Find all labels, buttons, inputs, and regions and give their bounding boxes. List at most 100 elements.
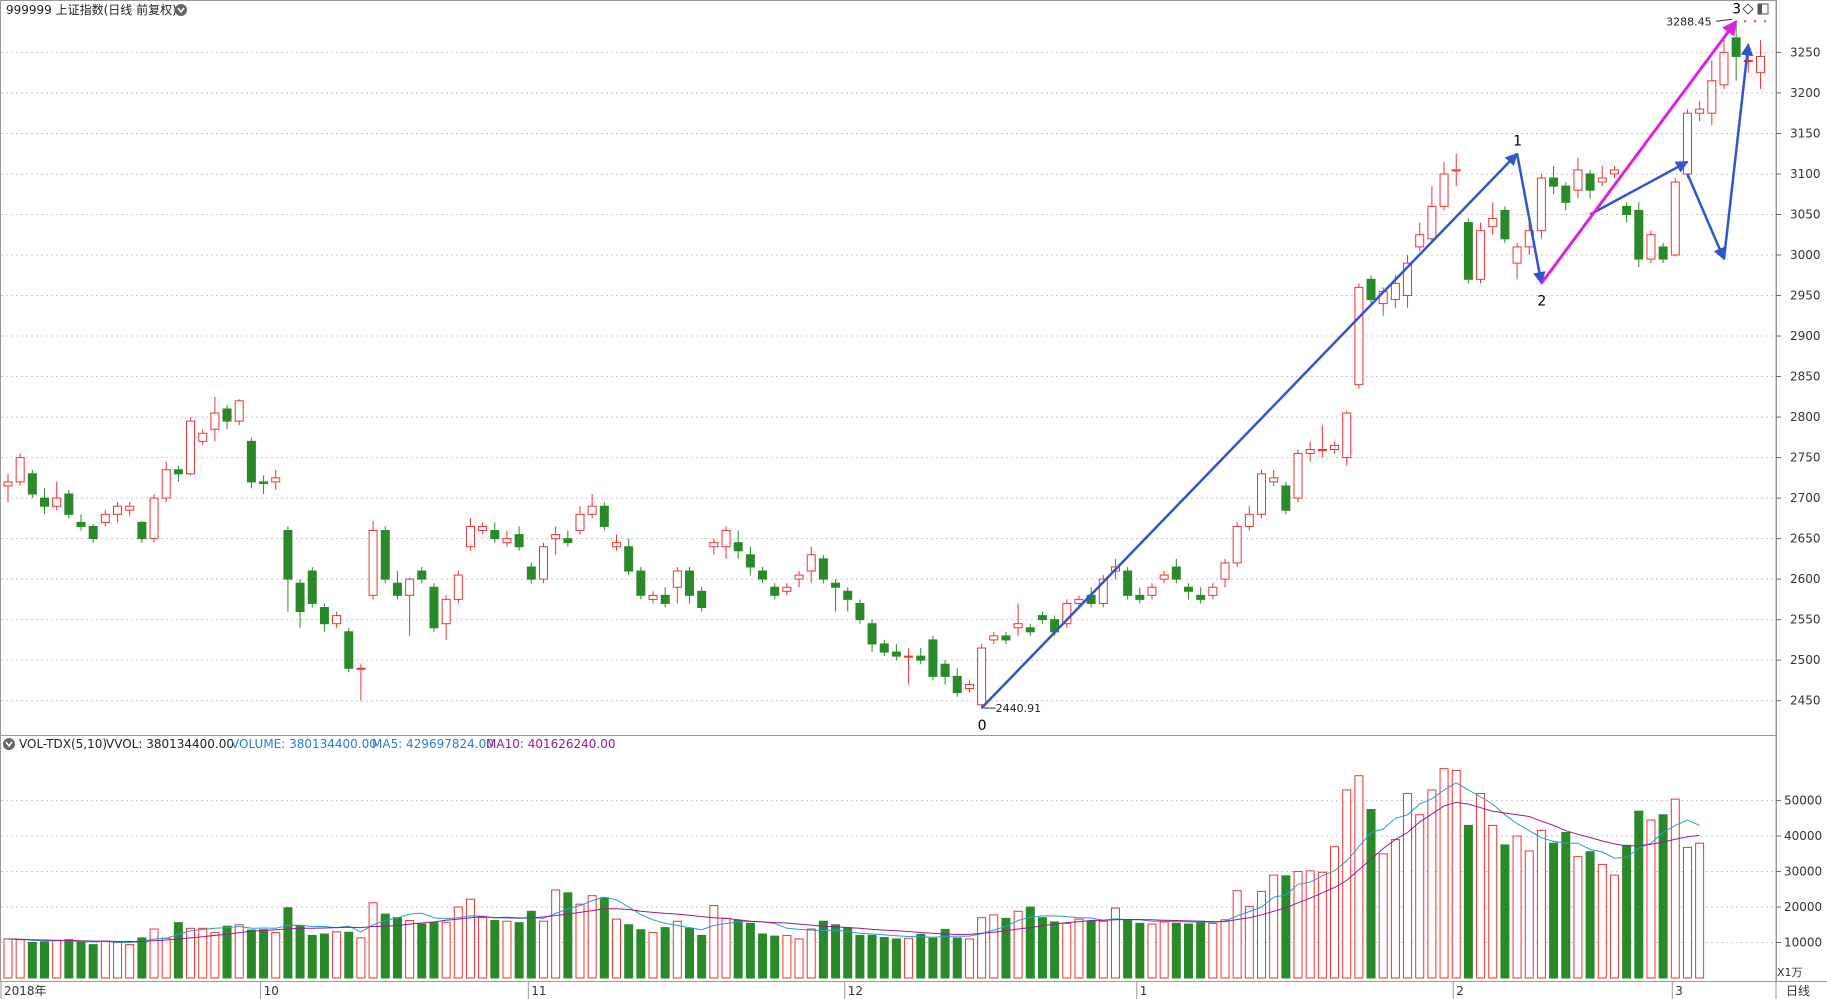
volume-bar: [514, 922, 524, 979]
candle: [1317, 425, 1327, 458]
candle-body: [660, 594, 670, 604]
candle-body: [721, 530, 731, 548]
price-tick-label: 3250: [1790, 45, 1821, 59]
volume-bar: [1682, 846, 1692, 979]
candle-body: [1500, 209, 1510, 240]
window-icon[interactable]: [1757, 3, 1769, 15]
candle: [636, 566, 646, 600]
candle: [818, 554, 828, 584]
chart-title: 999999 上证指数(日线 前复权): [6, 2, 177, 17]
volume-bar: [1086, 920, 1096, 979]
candle: [234, 399, 244, 426]
volume-bar: [1634, 810, 1644, 979]
candle: [575, 506, 585, 535]
candle-body: [173, 469, 183, 475]
candle: [587, 494, 597, 519]
candle: [1037, 611, 1047, 624]
volume-bar: [1390, 839, 1400, 979]
candle-body: [1159, 574, 1169, 580]
price-tick-label: 2750: [1790, 451, 1821, 465]
candle-body: [1707, 80, 1717, 114]
price-tick-label: 3150: [1790, 126, 1821, 140]
price-tick-label: 2850: [1790, 370, 1821, 384]
candle-body: [891, 651, 901, 657]
candle: [599, 502, 609, 531]
volume-bar: [76, 941, 86, 979]
volume-bar: [989, 914, 999, 979]
price-tick-label: 3050: [1790, 207, 1821, 221]
volume-bar: [745, 922, 755, 979]
volume-bar: [307, 934, 317, 979]
diamond-icon[interactable]: [1742, 3, 1754, 15]
candle: [1183, 583, 1193, 600]
candle-body: [113, 505, 123, 515]
candle: [721, 526, 731, 559]
candle: [1135, 587, 1145, 604]
price-tick-label: 3100: [1790, 167, 1821, 181]
low-price-annotation: 2440.91: [996, 702, 1042, 715]
candle-body: [575, 513, 585, 532]
candle-body: [1354, 286, 1364, 386]
candle: [538, 542, 548, 584]
candle-body: [1682, 112, 1692, 175]
candle: [1585, 169, 1595, 199]
volume-bar: [1488, 824, 1498, 979]
volume-bar: [721, 917, 731, 979]
volume-bar: [551, 889, 561, 979]
volume-bar: [1463, 824, 1473, 979]
timeframe-label[interactable]: 日线: [1786, 984, 1810, 998]
volume-bar: [15, 939, 25, 979]
candle: [843, 587, 853, 612]
candle: [490, 522, 500, 543]
price-pane-frame: [0, 0, 1777, 736]
price-tick-label: 2500: [1790, 653, 1821, 667]
volume-bar: [271, 932, 281, 979]
candle: [831, 579, 841, 612]
volume-bar: [1561, 832, 1571, 979]
candle: [271, 469, 281, 490]
candle: [526, 562, 536, 584]
candle-body: [295, 582, 305, 613]
candle: [1196, 587, 1206, 604]
candle-body: [246, 440, 256, 483]
candle-body: [1427, 205, 1437, 240]
volume-bar: [344, 931, 354, 979]
volume-tick-label: 20000: [1784, 900, 1822, 914]
volume-bar: [1536, 829, 1546, 979]
candle: [1427, 186, 1437, 243]
candle: [307, 566, 317, 608]
candle-body: [1743, 60, 1753, 63]
date-tick-label: 11: [531, 984, 546, 998]
wave-label: 1: [1513, 134, 1522, 150]
candle: [733, 530, 743, 559]
price-tick-label: 2550: [1790, 613, 1821, 627]
candle: [1670, 178, 1680, 257]
volume-bar: [964, 938, 974, 979]
candle-body: [964, 683, 974, 690]
title-toggle-chevron-down-circle-icon[interactable]: [175, 4, 187, 16]
candle: [380, 526, 390, 584]
volume-bar: [137, 937, 147, 979]
volume-bar: [1427, 789, 1437, 979]
candle-body: [1561, 185, 1571, 203]
volume-bar: [40, 941, 50, 979]
candle-body: [64, 493, 74, 515]
volume-bar: [1597, 863, 1607, 979]
candle: [295, 579, 305, 628]
candle: [417, 566, 427, 584]
volume-bar: [709, 905, 719, 979]
candle-body: [259, 481, 269, 485]
volume-bar: [1439, 768, 1449, 979]
volume-bar: [1123, 919, 1133, 979]
candle: [1062, 599, 1072, 628]
wave-label: 3: [1732, 1, 1741, 17]
vol-toggle-chevron-down-circle-icon[interactable]: [3, 738, 15, 750]
volume-bar: [1695, 842, 1705, 979]
volume-bar: [794, 938, 804, 979]
candle: [1731, 21, 1741, 81]
vol-indicator-title: VOL-TDX(5,10): [19, 737, 107, 751]
candle: [1536, 173, 1546, 239]
candle: [15, 453, 25, 486]
volume-bar: [1110, 907, 1120, 979]
